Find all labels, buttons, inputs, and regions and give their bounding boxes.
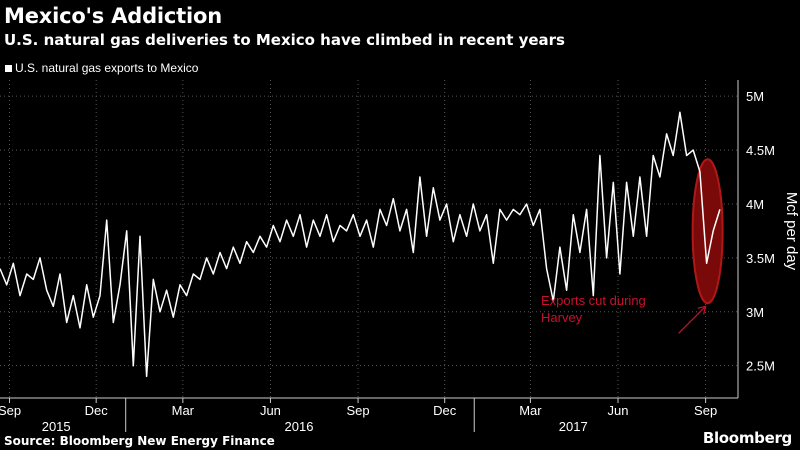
x-tick-label: Mar <box>172 403 195 418</box>
annotation-text: Exports cut during <box>541 293 646 308</box>
annotation-text: Harvey <box>541 310 583 325</box>
legend-swatch <box>5 64 12 72</box>
x-tick-label: Dec <box>433 403 457 418</box>
bloomberg-logo: Bloomberg <box>702 429 792 447</box>
y-tick-label: 5M <box>746 89 764 104</box>
y-tick-label: 3.5M <box>746 251 775 266</box>
chart-title: Mexico's Addiction <box>4 4 222 28</box>
x-tick-label: Sep <box>346 403 369 418</box>
annotation-arrow <box>678 305 707 334</box>
x-tick-label: Sep <box>694 403 717 418</box>
legend: U.S. natural gas exports to Mexico <box>5 61 198 75</box>
year-label: 2017 <box>559 419 588 434</box>
annotation-highlight-ellipse <box>691 158 724 305</box>
x-tick-label: Jun <box>260 403 281 418</box>
x-tick-label: Jun <box>608 403 629 418</box>
y-tick-label: 2.5M <box>746 359 775 374</box>
year-label: 2015 <box>42 419 71 434</box>
y-tick-label: 4.5M <box>746 143 775 158</box>
legend-label: U.S. natural gas exports to Mexico <box>15 61 199 75</box>
x-tick-label: Mar <box>519 403 542 418</box>
source-note: Source: Bloomberg New Energy Finance <box>4 434 275 448</box>
x-tick-label: Dec <box>85 403 109 418</box>
y-axis-title: Mcf per day <box>783 192 800 271</box>
chart-subtitle: U.S. natural gas deliveries to Mexico ha… <box>4 31 565 49</box>
y-tick-label: 3M <box>746 305 764 320</box>
y-tick-label: 4M <box>746 197 764 212</box>
series-line <box>0 111 721 378</box>
x-tick-label: Sep <box>0 403 21 418</box>
year-label: 2016 <box>285 419 314 434</box>
annotation-arrowhead <box>697 305 707 315</box>
